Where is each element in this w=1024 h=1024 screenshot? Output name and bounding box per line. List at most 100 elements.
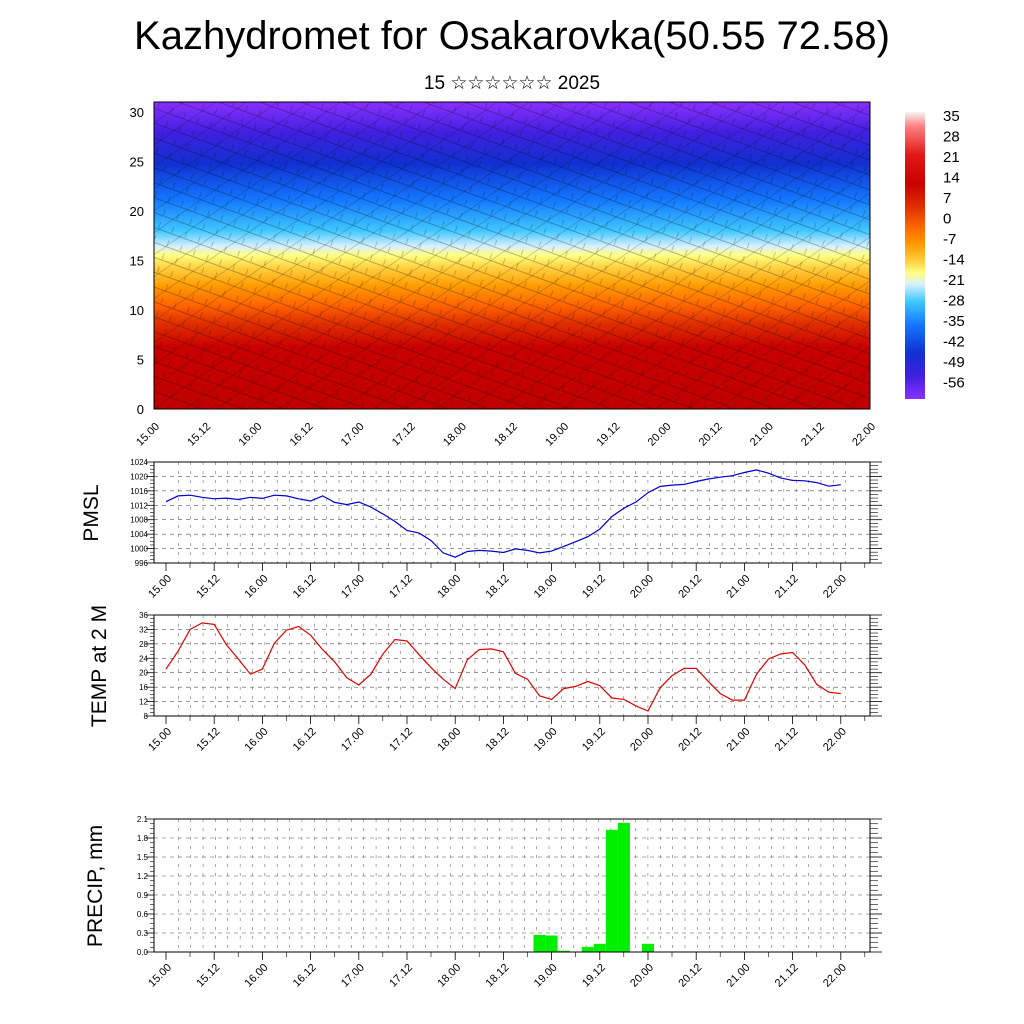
temp-x-tick-label: 17.12 (387, 726, 415, 754)
temp-frame (153, 614, 871, 717)
pmsl-frame (153, 461, 871, 564)
precip-bar (617, 822, 630, 952)
precip-y-tick-label: 0.9 (137, 891, 149, 900)
pmsl-x-tick-label: 18.12 (484, 573, 512, 601)
colorbar-label: 0 (943, 211, 951, 228)
heatmap-x-tick-label: 17.00 (339, 421, 367, 449)
pmsl-y-tick-label: 1016 (130, 487, 148, 496)
pmsl-x-tick-label: 20.12 (676, 573, 704, 601)
precip-x-tick-label: 16.00 (243, 962, 271, 990)
temp-x-tick-label: 21.12 (773, 726, 801, 754)
precip-x-tick-label: 16.12 (291, 962, 319, 990)
colorbar-label: -7 (943, 231, 956, 248)
heatmap-x-tick-label: 19.00 (543, 421, 571, 449)
temp-2m-line (165, 622, 841, 712)
pmsl-x-tick-label: 17.00 (339, 573, 367, 601)
heatmap-x-tick-label: 19.12 (594, 421, 622, 449)
colorbar-label: -56 (943, 375, 965, 392)
precip-x-tick-label: 17.00 (339, 962, 367, 990)
temp-x-tick-label: 20.00 (628, 726, 656, 754)
colorbar-label: 7 (943, 190, 951, 207)
precip-y-tick-label: 1.8 (137, 834, 149, 843)
pmsl-y-tick-label: 996 (135, 559, 149, 568)
pmsl-x-tick-label: 18.00 (435, 573, 463, 601)
heatmap-x-tick-label: 17.12 (390, 421, 418, 449)
temp-x-tick-label: 15.12 (194, 726, 222, 754)
pmsl-x-tick-label: 15.12 (194, 573, 222, 601)
pmsl-y-tick-label: 1000 (130, 545, 148, 554)
precip-x-tick-label: 20.12 (676, 962, 704, 990)
colorbar-label: 35 (943, 108, 960, 125)
precip-bar (593, 943, 606, 952)
temp-y-tick-label: 28 (139, 640, 148, 649)
colorbar-label: -49 (943, 354, 965, 371)
colorbar-gradient (905, 112, 925, 399)
heatmap-y-tick-label: 30 (130, 105, 144, 120)
heatmap-x-tick-label: 21.00 (748, 421, 776, 449)
colorbar-label: 21 (943, 149, 960, 166)
heatmap-x-tick-label: 22.00 (850, 421, 878, 449)
pmsl-y-tick-label: 1004 (130, 530, 148, 539)
precip-x-tick-label: 21.12 (773, 962, 801, 990)
temp-x-tick-label: 18.00 (435, 726, 463, 754)
heatmap-x-tick-label: 16.00 (236, 421, 264, 449)
temp-x-tick-label: 15.00 (146, 726, 174, 754)
heatmap-x-tick-label: 21.12 (799, 421, 827, 449)
heatmap-x-tick-label: 16.12 (288, 421, 316, 449)
colorbar-label: -28 (943, 293, 965, 310)
colorbar-label: -35 (943, 313, 965, 330)
precip-bar (533, 934, 546, 952)
page-title: Kazhydromet for Osakarovka(50.55 72.58) (134, 14, 890, 58)
temp-y-tick-label: 24 (139, 654, 148, 663)
pmsl-x-tick-label: 16.00 (243, 573, 271, 601)
precip-bar (642, 943, 654, 952)
temp-x-tick-label: 19.00 (532, 726, 560, 754)
colorbar: 35 28 21 14 7 0 -7 -14 -21 -28 -35 -42 -49 -56 (905, 108, 965, 399)
heatmap-x-tick-label: 15.12 (185, 421, 213, 449)
temp-x-tick-label: 16.00 (243, 726, 271, 754)
temp-x-tick-label: 18.12 (484, 726, 512, 754)
precip-x-tick-label: 15.12 (194, 962, 222, 990)
pmsl-x-tick-label: 15.00 (146, 573, 174, 601)
colorbar-label: -21 (943, 272, 965, 289)
precip-y-tick-label: 0.0 (137, 948, 149, 957)
temp-y-tick-label: 32 (139, 625, 148, 634)
precip-y-tick-label: 1.2 (137, 872, 149, 881)
pmsl-y-tick-label: 1020 (130, 472, 148, 481)
precip-bar (581, 946, 594, 952)
temp-x-tick-label: 20.12 (676, 726, 704, 754)
temp-y-tick-label: 8 (144, 712, 149, 721)
pmsl-axis-label: PMSL (80, 484, 103, 541)
precip-x-tick-label: 18.12 (484, 962, 512, 990)
precip-x-tick-label: 22.00 (821, 962, 849, 990)
heatmap-x-tick-label: 18.00 (441, 421, 469, 449)
temp-y-tick-label: 12 (139, 698, 148, 707)
heatmap-x-tick-label: 20.00 (646, 421, 674, 449)
heatmap-y-tick-label: 25 (130, 154, 144, 169)
heatmap-x-tick-label: 20.12 (697, 421, 725, 449)
pmsl-x-tick-label: 16.12 (291, 573, 319, 601)
pmsl-panel: 996 1000 1004 1008 1012 1016 1020 1024 15.00 15.1… (80, 458, 882, 601)
heatmap-y-tick-label: 5 (137, 352, 144, 367)
precip-axis-label: PRECIP, mm (84, 825, 107, 947)
heatmap-y-tick-label: 0 (137, 402, 144, 417)
precip-x-tick-label: 15.00 (146, 962, 174, 990)
colorbar-label: -42 (943, 334, 965, 351)
pmsl-y-tick-label: 1012 (130, 501, 148, 510)
precip-x-tick-label: 20.00 (628, 962, 656, 990)
temp-x-tick-label: 22.00 (821, 726, 849, 754)
pmsl-y-tick-label: 1008 (130, 516, 148, 525)
temp-y-tick-label: 36 (139, 611, 148, 620)
precip-bar (605, 829, 618, 952)
pmsl-x-tick-label: 22.00 (821, 573, 849, 601)
temp-x-tick-label: 17.00 (339, 726, 367, 754)
precip-y-tick-label: 0.6 (137, 910, 149, 919)
heatmap-y-tick-label: 20 (130, 204, 144, 219)
heatmap-x-tick-label: 18.12 (492, 421, 520, 449)
precip-y-tick-label: 2.1 (137, 815, 149, 824)
pmsl-x-tick-label: 21.12 (773, 573, 801, 601)
heatmap-y-tick-label: 10 (130, 303, 144, 318)
precip-x-tick-label: 19.00 (532, 962, 560, 990)
pmsl-x-tick-label: 17.12 (387, 573, 415, 601)
